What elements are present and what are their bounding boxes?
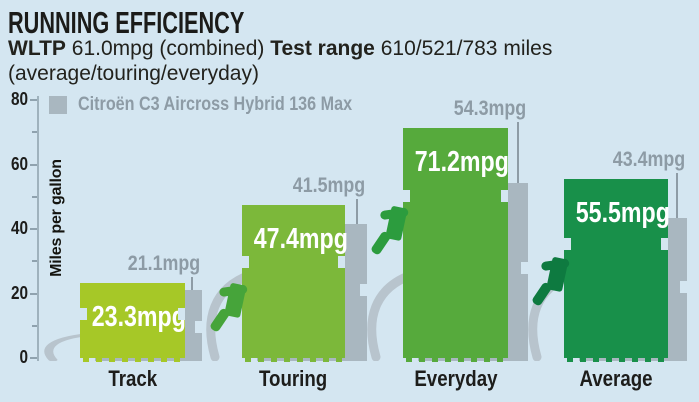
- y-tick: [30, 99, 37, 101]
- bar-notch-right: [338, 255, 345, 268]
- bar-serrated-edge: [406, 357, 505, 362]
- comparison-leader-line: [356, 199, 358, 225]
- comparison-value-label: 54.3mpg: [453, 97, 526, 121]
- result-value-label: 55.5mpg: [575, 197, 670, 229]
- wltp-label: WLTP: [8, 37, 66, 60]
- y-tick-label: 60: [10, 153, 28, 174]
- result-bar: 55.5mpg: [564, 179, 670, 362]
- chart-title: RUNNING EFFICIENCY: [8, 5, 245, 40]
- y-minor-tick: [32, 324, 37, 327]
- y-tick: [30, 292, 37, 295]
- result-value-label: 47.4mpg: [253, 223, 348, 256]
- bar-notch-left: [80, 307, 87, 320]
- test-range-label: Test range: [270, 37, 375, 60]
- subtitle-line-1: WLTP 61.0mpg (combined) Test range 610/5…: [8, 36, 552, 61]
- y-tick-label: 0: [19, 347, 28, 367]
- bar-notch-right: [501, 190, 508, 203]
- legend-label: Citroën C3 Aircross Hybrid 136 Max: [78, 94, 353, 115]
- y-minor-tick: [32, 195, 37, 198]
- y-minor-tick: [32, 131, 37, 134]
- pump-hose-icon: [44, 333, 93, 361]
- comparison-value-label: 21.1mpg: [127, 251, 200, 275]
- pump-hose-icon: [367, 270, 416, 361]
- bar-notch-right: [661, 238, 668, 251]
- y-tick: [30, 228, 37, 230]
- bar-notch-right: [178, 307, 185, 320]
- result-bar: 47.4mpg: [242, 205, 348, 362]
- comparison-pump-notch: [521, 261, 528, 274]
- category-label-everyday: Everyday: [413, 366, 498, 391]
- y-tick-label: 80: [10, 89, 28, 109]
- comparison-pump-notch: [360, 284, 367, 297]
- comparison-pump-notch: [680, 281, 687, 294]
- comparison-pump-notch: [195, 320, 202, 333]
- bar-serrated-edge: [245, 357, 342, 362]
- legend-swatch: [49, 96, 67, 114]
- result-value-label: 23.3mpg: [91, 300, 186, 333]
- bar-notch-left: [242, 255, 249, 268]
- y-axis-line: [37, 96, 39, 361]
- comparison-value-label: 43.4mpg: [612, 148, 685, 171]
- bar-notch-left: [403, 190, 410, 203]
- bar-notch-left: [564, 238, 571, 251]
- y-tick-label: 40: [10, 218, 28, 238]
- pump-hose-icon: [206, 270, 255, 361]
- wltp-value: 61.0mpg (combined): [65, 37, 271, 60]
- y-tick: [30, 163, 37, 166]
- subtitle-line-2: (average/touring/everyday): [8, 62, 259, 85]
- comparison-value-label: 41.5mpg: [292, 174, 365, 198]
- category-label-touring: Touring: [259, 366, 328, 391]
- chart-subtitle: WLTP 61.0mpg (combined) Test range 610/5…: [8, 36, 552, 86]
- result-bar: 23.3mpg: [80, 282, 186, 362]
- y-tick: [30, 357, 37, 359]
- y-minor-tick: [32, 260, 37, 263]
- test-range-value: 610/521/783 miles: [374, 37, 553, 60]
- bar-serrated-edge: [567, 357, 665, 362]
- y-tick-label: 20: [10, 282, 28, 303]
- legend: Citroën C3 Aircross Hybrid 136 Max: [49, 94, 400, 116]
- result-value-label: 71.2mpg: [414, 146, 509, 179]
- comparison-leader-line: [517, 122, 519, 183]
- bar-serrated-edge: [83, 357, 182, 362]
- result-bar: 71.2mpg: [403, 128, 509, 362]
- comparison-leader-line: [676, 173, 678, 219]
- comparison-leader-line: [191, 276, 193, 290]
- category-label-average: Average: [579, 366, 653, 391]
- category-label-track: Track: [108, 366, 157, 391]
